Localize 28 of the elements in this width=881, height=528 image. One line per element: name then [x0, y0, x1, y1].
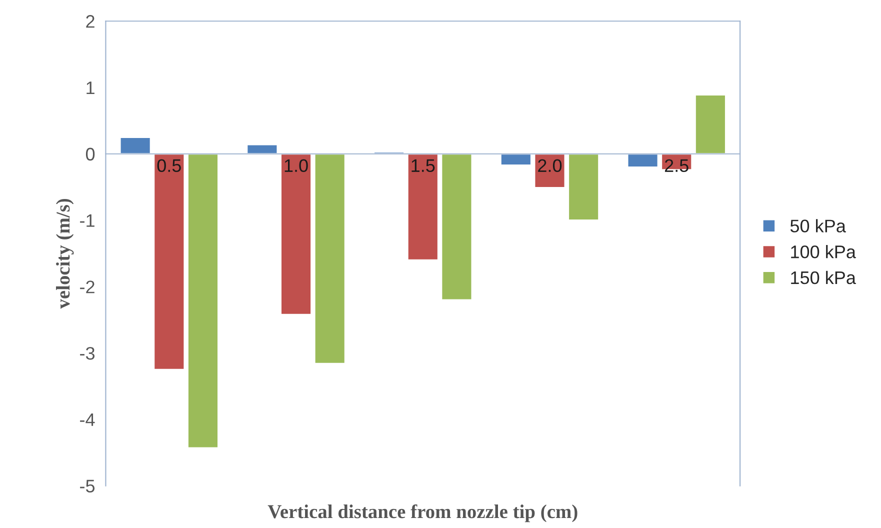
y-tick-label: -2: [80, 280, 94, 294]
x-axis-title: Vertical distance from nozzle tip (cm): [268, 504, 578, 522]
bar: [406, 153, 439, 261]
x-tick-label: 2.0: [538, 159, 562, 172]
y-tick-label: -3: [80, 346, 95, 360]
bar: [440, 153, 473, 301]
y-tick-label: 1: [86, 82, 94, 94]
x-tick-label: 1.0: [284, 159, 308, 172]
y-tick-label: -4: [80, 414, 95, 426]
legend-label: 50 kPa: [790, 219, 846, 232]
y-tick-label: 0: [86, 148, 95, 161]
bar: [500, 153, 532, 166]
x-tick-label: 1.5: [412, 159, 435, 172]
y-tick-label: 2: [86, 15, 94, 28]
legend-label: 150 kPa: [791, 270, 856, 284]
legend-label: 100 kPa: [791, 245, 856, 258]
bar: [626, 153, 659, 168]
y-tick-label: -5: [80, 480, 95, 492]
bar: [119, 136, 152, 155]
bar: [314, 153, 346, 364]
y-tick-label: -1: [80, 214, 94, 227]
y-axis-title: velocity (m/s): [56, 198, 74, 309]
x-tick-label: 0.5: [157, 159, 181, 172]
bar: [568, 153, 600, 221]
bar: [187, 153, 219, 449]
bar: [694, 94, 726, 155]
bar: [153, 153, 186, 370]
bar: [280, 153, 312, 316]
